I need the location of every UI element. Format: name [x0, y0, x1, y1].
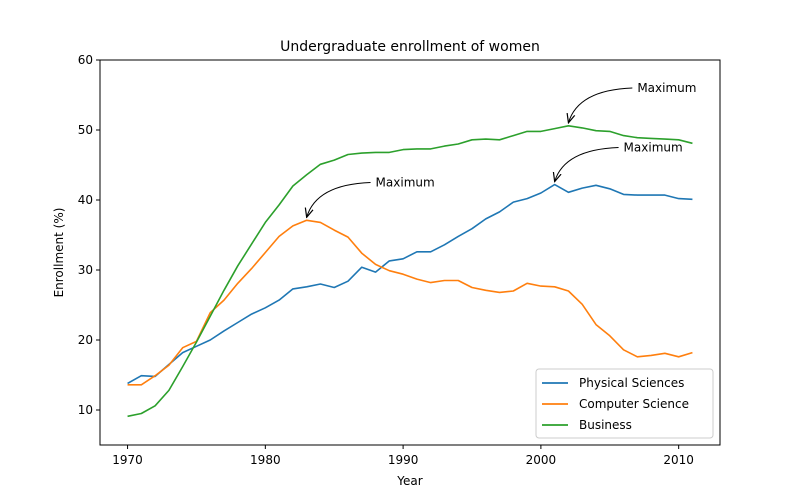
series-line-computer-science: [127, 219, 693, 386]
y-tick-label: 10: [78, 403, 93, 417]
x-tick-label: 2010: [663, 453, 694, 467]
series-line-physical-sciences: [127, 183, 693, 385]
y-tick-label: 60: [78, 53, 93, 67]
series-line-business: [127, 125, 693, 418]
annotations: Maximum Maximum Maximum: [307, 81, 696, 218]
x-axis-label: Year: [396, 474, 422, 488]
annotation-label: Maximum: [637, 81, 696, 95]
legend-label: Computer Science: [579, 397, 689, 411]
x-tick-label: 2000: [526, 453, 557, 467]
chart-title: Undergraduate enrollment of women: [280, 39, 540, 55]
annotation-arrow: [568, 87, 633, 123]
x-tick-label: 1980: [250, 453, 281, 467]
y-tick-label: 40: [78, 193, 93, 207]
legend: Physical Sciences Computer Science Busines…: [535, 368, 714, 439]
x-tick-label: 1990: [388, 453, 419, 467]
series-lines: [127, 125, 693, 418]
y-axis-label: Enrollment (%): [52, 208, 66, 298]
annotation-arrow: [307, 182, 371, 218]
annotation-label: Maximum: [376, 176, 435, 190]
y-tick-label: 20: [78, 333, 93, 347]
legend-box: [535, 368, 714, 439]
x-tick-label: 1970: [112, 453, 143, 467]
legend-label: Physical Sciences: [579, 376, 684, 390]
plot-area-frame: [99, 59, 721, 446]
y-tick-label: 50: [78, 123, 93, 137]
y-tick-label: 30: [78, 263, 93, 277]
legend-label: Business: [579, 418, 632, 432]
annotation-arrow: [555, 147, 619, 182]
annotation-label: Maximum: [624, 141, 683, 155]
